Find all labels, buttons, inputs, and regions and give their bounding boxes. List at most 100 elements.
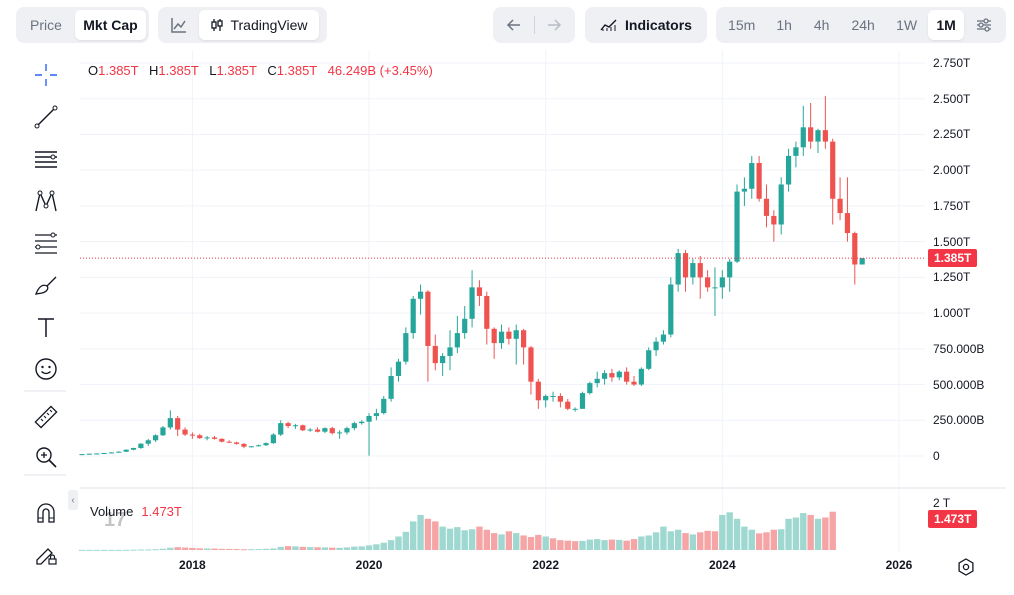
brush-tool[interactable] <box>24 268 68 302</box>
candle <box>256 444 262 447</box>
text-icon <box>38 318 54 337</box>
tab-mkt-cap[interactable]: Mkt Cap <box>75 10 146 40</box>
volume-bar <box>115 549 122 551</box>
horizontal-lines-tool[interactable] <box>24 142 68 176</box>
candle-body <box>476 287 483 296</box>
pattern-tool[interactable] <box>24 184 68 218</box>
volume-bar <box>387 540 395 550</box>
chevron-left-icon: ‹ <box>71 494 75 506</box>
volume-label: Volume <box>90 504 134 519</box>
candle <box>535 378 541 409</box>
volume-bar <box>527 537 535 550</box>
candle <box>521 328 527 365</box>
candle <box>160 425 166 436</box>
tab-price[interactable]: Price <box>30 17 62 33</box>
candle-body <box>785 155 792 185</box>
candle <box>506 327 512 345</box>
magnet-tool[interactable] <box>24 496 68 530</box>
candle-body <box>160 427 166 436</box>
volume-bar <box>78 549 86 551</box>
candle <box>182 427 188 436</box>
line-chart-button[interactable] <box>161 10 197 40</box>
candle-body <box>705 277 711 288</box>
candle <box>204 435 210 441</box>
volume-bar <box>262 548 270 550</box>
candle <box>366 413 372 456</box>
tradingview-label: TradingView <box>230 17 308 33</box>
volume-bar <box>181 547 189 550</box>
volume-bar <box>564 540 571 550</box>
interval-group: 15m 1h 4h 24h 1W 1M <box>716 7 1006 43</box>
emoji-tool[interactable] <box>24 352 68 386</box>
price-axis-tick: 1.000T <box>933 306 971 321</box>
collapse-toolbar-handle[interactable]: ‹ <box>68 490 78 510</box>
candle <box>307 428 313 432</box>
tradingview-button[interactable]: TradingView <box>199 10 319 40</box>
interval-4h[interactable]: 4h <box>813 17 830 33</box>
trendline-tool[interactable] <box>24 100 68 134</box>
candle-body <box>417 291 424 299</box>
candle <box>153 434 159 442</box>
candle <box>101 452 107 454</box>
candle-body <box>830 141 836 199</box>
time-axis-tick: 2026 <box>885 558 913 572</box>
candle <box>278 420 284 436</box>
text-tool[interactable] <box>24 310 68 344</box>
candle-body <box>565 401 571 409</box>
volume-bar <box>454 527 461 550</box>
volume-bar <box>542 536 549 550</box>
candle <box>248 445 254 448</box>
lock-drawings-tool[interactable] <box>24 536 68 570</box>
crosshair-tool[interactable] <box>24 58 68 92</box>
candle <box>440 353 446 376</box>
candle-body <box>211 437 218 439</box>
indicators-button[interactable]: Indicators <box>588 10 704 40</box>
interval-15m[interactable]: 15m <box>728 17 756 33</box>
candle-body <box>116 451 122 453</box>
time-axis-tick: 2022 <box>532 558 560 572</box>
measure-tool[interactable] <box>24 400 68 434</box>
redo-button[interactable] <box>536 10 572 40</box>
candle-body <box>189 434 195 436</box>
volume-bar <box>535 534 542 550</box>
candle <box>388 367 394 402</box>
candle <box>108 452 115 454</box>
open-value: 1.385T <box>98 63 139 78</box>
volume-bar <box>741 526 748 550</box>
interval-24h[interactable]: 24h <box>851 17 875 33</box>
candle <box>859 258 865 265</box>
candle <box>653 337 659 356</box>
volume-bar <box>726 512 733 550</box>
interval-1m[interactable]: 1M <box>928 10 964 40</box>
volume-bar <box>498 534 505 550</box>
trendline-icon <box>34 105 58 129</box>
candle <box>543 394 549 408</box>
interval-1w[interactable]: 1W <box>896 17 918 33</box>
candle-body <box>763 198 770 216</box>
candle-body <box>521 330 527 348</box>
candle <box>690 258 696 285</box>
volume-bar <box>145 549 152 551</box>
candle-body <box>381 398 387 414</box>
interval-1h[interactable]: 1h <box>776 17 792 33</box>
volume-bar <box>513 533 520 550</box>
volume-bar <box>623 540 630 550</box>
undo-button[interactable] <box>496 10 532 40</box>
volume-bar <box>689 534 697 550</box>
candle <box>381 395 387 415</box>
candle <box>756 155 762 202</box>
candle-body <box>579 393 586 409</box>
candle <box>344 426 350 435</box>
chart-settings-button[interactable] <box>966 10 1003 40</box>
candle <box>660 330 667 345</box>
volume-bar <box>203 548 211 550</box>
volume-bar <box>174 547 181 550</box>
zoom-tool[interactable] <box>24 440 68 474</box>
candle <box>800 105 806 156</box>
candle <box>697 255 703 299</box>
candle <box>734 184 740 264</box>
axis-settings-button[interactable] <box>955 556 977 578</box>
price-axis-tick: 1.250T <box>933 270 971 285</box>
fib-tool[interactable] <box>24 226 68 260</box>
